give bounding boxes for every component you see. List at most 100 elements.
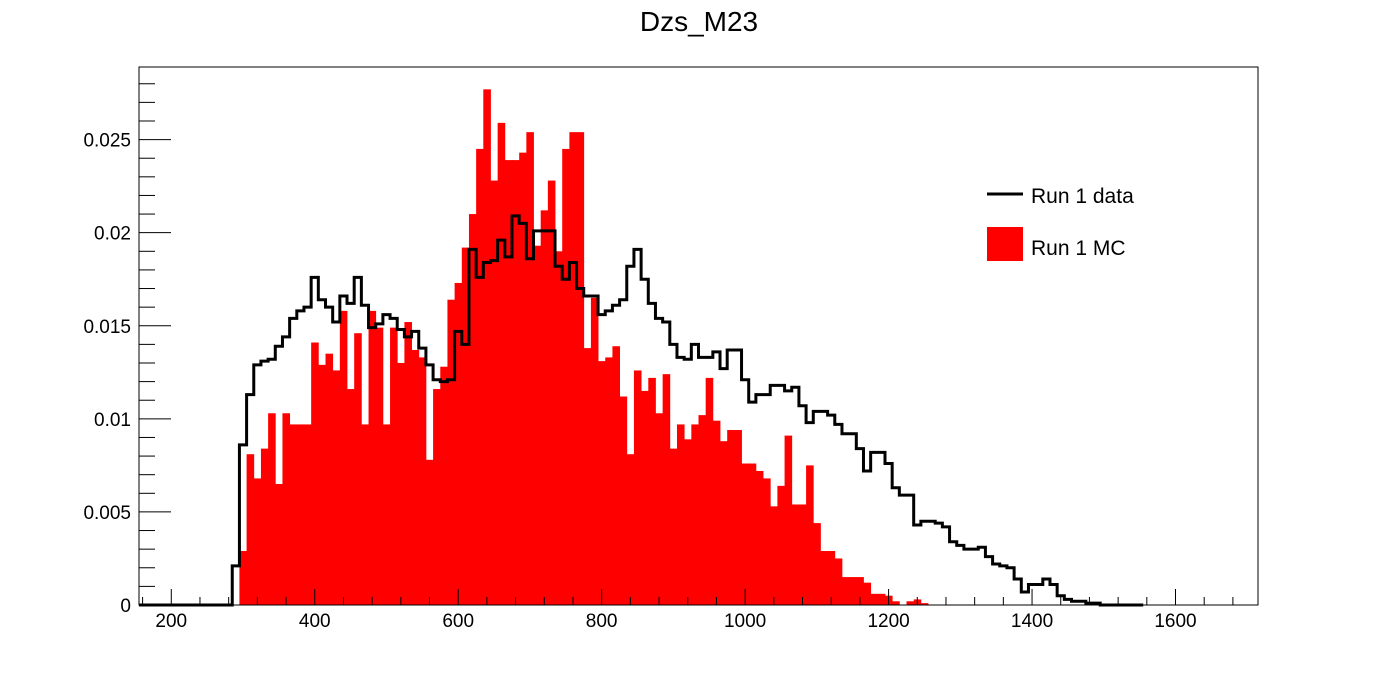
mc-bar [332, 370, 341, 605]
mc-bar [397, 362, 405, 605]
mc-bar [468, 214, 477, 606]
mc-bar [763, 478, 771, 605]
mc-bar [748, 463, 757, 605]
mc-bar [834, 558, 843, 605]
mc-bar [569, 132, 577, 606]
mc-bar [562, 148, 570, 605]
mc-bar [433, 389, 441, 605]
mc-bar [920, 603, 929, 605]
mc-bar [676, 424, 685, 605]
mc-bar [641, 390, 649, 605]
x-tick-label: 1200 [867, 611, 909, 632]
x-tick-label: 200 [155, 611, 187, 632]
y-tick-label: 0.025 [83, 131, 131, 152]
mc-bar [777, 485, 785, 605]
mc-bar [526, 132, 534, 606]
mc-bar [583, 348, 592, 605]
data-line-group [139, 214, 1144, 607]
data-step-line [139, 214, 1144, 607]
mc-bar [684, 439, 692, 605]
mc-bar [260, 448, 269, 605]
mc-bar [813, 523, 821, 605]
mc-bar [368, 310, 377, 605]
mc-bar [633, 370, 642, 605]
mc-bar [856, 577, 864, 605]
mc-bar [598, 361, 606, 605]
mc-bar [555, 251, 563, 605]
mc-bar [382, 424, 391, 605]
mc-bar [841, 577, 850, 605]
mc-bar [354, 333, 362, 605]
x-tick-label: 1400 [1011, 611, 1053, 632]
mc-bar [605, 357, 613, 605]
mc-bar [447, 299, 456, 605]
mc-bars-group [239, 89, 929, 606]
mc-bar [476, 148, 484, 605]
mc-bar [662, 374, 671, 605]
mc-bar [877, 593, 886, 605]
mc-bar [318, 364, 326, 605]
mc-bar [418, 357, 427, 605]
mc-bar [512, 160, 520, 605]
mc-bar [454, 282, 463, 605]
mc-bar [820, 551, 829, 605]
mc-bar [282, 413, 291, 605]
mc-bar [504, 160, 513, 605]
mc-bar [390, 327, 398, 605]
mc-bar [425, 459, 434, 605]
mc-bar [411, 349, 420, 605]
y-tick-label: 0.02 [94, 224, 131, 245]
mc-bar [806, 465, 814, 605]
legend-label-data: Run 1 data [1031, 185, 1134, 208]
mc-bar [497, 122, 506, 605]
mc-bar [892, 601, 900, 605]
axes-group: 200 400 600 800 1000 1200 1400 1600 0 0.005 0.01 0.… [83, 83, 1234, 632]
mc-bar [576, 132, 585, 606]
mc-bar [440, 366, 448, 605]
mc-bar [325, 353, 334, 605]
mc-bar [303, 424, 312, 605]
x-tick-label: 1600 [1154, 611, 1196, 632]
mc-bar [619, 396, 628, 605]
mc-bar [289, 424, 298, 605]
mc-bar [849, 577, 857, 605]
mc-bar [784, 435, 793, 605]
legend-label-mc: Run 1 MC [1031, 237, 1126, 260]
plot-frame [138, 66, 1259, 606]
mc-bar [827, 551, 836, 605]
mc-bar [712, 420, 721, 605]
mc-bar [720, 441, 728, 605]
y-tick-label: 0.015 [83, 317, 131, 338]
mc-bar [361, 424, 369, 605]
mc-bar [770, 506, 778, 605]
x-tick-label: 400 [299, 611, 331, 632]
mc-bar [490, 180, 499, 605]
y-tick-label: 0.005 [83, 503, 131, 524]
mc-bar [404, 322, 412, 605]
mc-bar [339, 310, 348, 605]
legend-swatch-mc [987, 227, 1023, 261]
mc-bar [246, 454, 255, 605]
x-tick-label: 600 [442, 611, 474, 632]
y-tick-label: 0 [120, 596, 131, 617]
mc-bar [275, 483, 283, 605]
mc-bar [791, 504, 800, 605]
mc-bar [347, 389, 355, 605]
mc-bar [727, 430, 735, 605]
mc-bar [870, 593, 879, 605]
mc-bar [590, 297, 599, 605]
mc-bar [540, 210, 549, 605]
mc-bar [698, 415, 707, 605]
mc-bar [375, 327, 384, 605]
mc-bar [461, 247, 470, 605]
mc-bar [863, 582, 872, 605]
y-tick-label: 0.01 [94, 410, 131, 431]
x-tick-label: 800 [586, 611, 618, 632]
mc-bar [755, 470, 764, 605]
mc-bar [239, 551, 247, 605]
mc-bar [648, 377, 656, 605]
mc-bar [741, 463, 750, 605]
mc-bar [705, 377, 714, 605]
mc-bar [253, 478, 262, 605]
mc-bar [311, 342, 319, 605]
